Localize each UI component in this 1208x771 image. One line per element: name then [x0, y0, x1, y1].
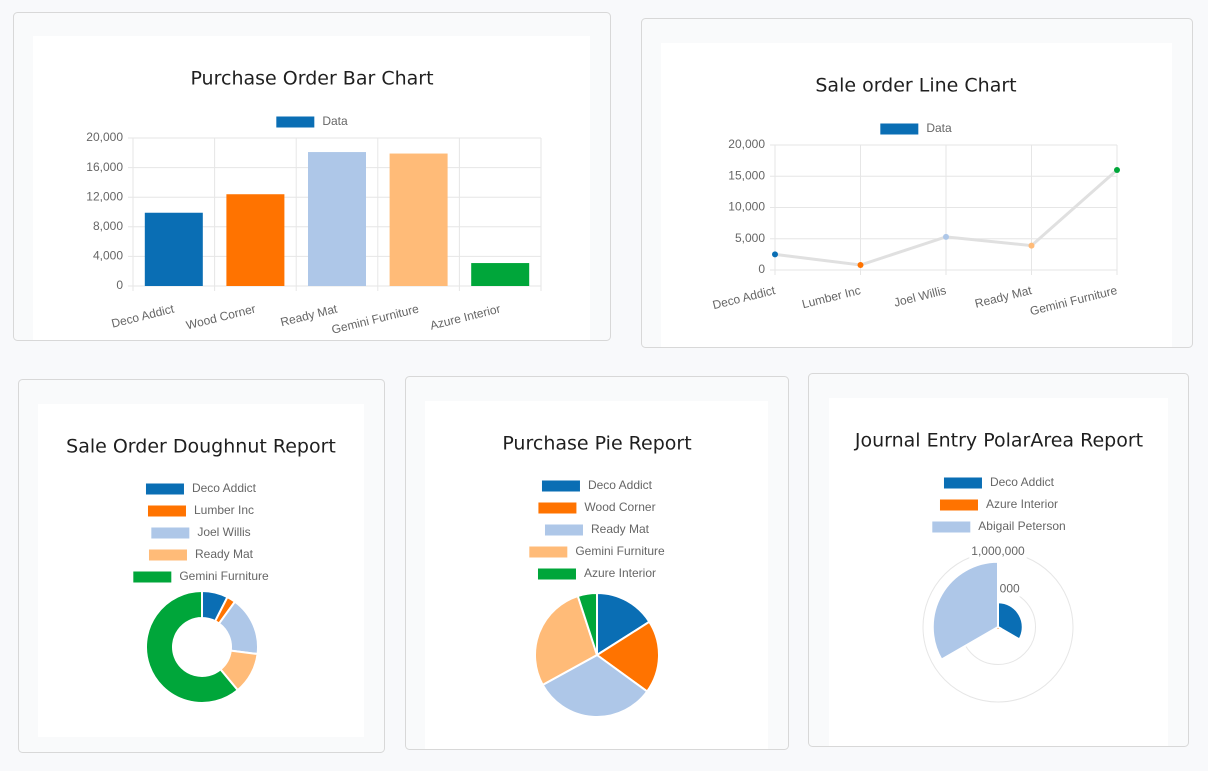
legend-swatch: [133, 571, 172, 583]
chart-title: Sale order Line Chart: [815, 75, 1016, 97]
slice: [596, 591, 651, 657]
bar: [144, 212, 203, 286]
legend-label: Ready Mat: [195, 547, 254, 561]
legend-swatch: [151, 527, 190, 539]
y-tick-label: 5,000: [735, 231, 765, 245]
y-tick-label: 20,000: [86, 130, 123, 144]
point: [943, 233, 949, 240]
point: [772, 251, 778, 258]
legend-label: Joel Willis: [197, 525, 250, 539]
legend-swatch: [932, 521, 971, 533]
legend-label: Azure Interior: [584, 566, 656, 580]
legend-swatch: [538, 502, 577, 514]
y-tick-label: 15,000: [728, 168, 765, 182]
y-tick-label: 4,000: [93, 249, 123, 263]
bar: [389, 153, 448, 286]
legend-swatch: [544, 524, 583, 536]
legend-label: Lumber Inc: [194, 503, 254, 517]
slice: [595, 620, 660, 693]
y-tick-label: 10,000: [728, 200, 765, 214]
legend-swatch: [541, 480, 580, 492]
point: [857, 262, 864, 268]
legend-label: Wood Corner: [584, 500, 655, 514]
chart-title: Purchase Pie Report: [502, 433, 691, 455]
legend-swatch: [943, 477, 982, 489]
bar: [226, 194, 285, 286]
legend-label: Gemini Furniture: [179, 569, 269, 583]
y-tick-label: 20,000: [728, 137, 765, 151]
legend-swatch: [276, 116, 315, 128]
legend-label: Ready Mat: [591, 522, 650, 536]
legend-swatch: [939, 499, 978, 511]
legend-label: Gemini Furniture: [575, 544, 665, 558]
point: [1114, 167, 1120, 173]
legend-swatch: [537, 568, 576, 580]
legend-swatch: [529, 546, 568, 558]
y-tick-label: 16,000: [86, 160, 123, 174]
legend-label: Data: [926, 121, 952, 135]
y-tick-label: 8,000: [93, 219, 123, 233]
legend-label: Deco Addict: [588, 478, 653, 492]
bar: [308, 152, 366, 286]
slice: [534, 594, 599, 687]
legend-label: Deco Addict: [192, 481, 257, 495]
legend-swatch: [148, 549, 187, 561]
legend-swatch: [145, 483, 184, 495]
legend-swatch: [880, 123, 919, 135]
slice: [541, 653, 649, 718]
legend-label: Data: [322, 114, 348, 128]
slice: [576, 591, 598, 656]
r-tick-label: 1,000,000: [971, 544, 1025, 558]
legend-label: Deco Addict: [990, 475, 1055, 489]
y-tick-label: 0: [116, 278, 123, 292]
point: [1028, 242, 1035, 249]
chart-title: Sale Order Doughnut Report: [66, 436, 336, 458]
slice: [145, 589, 240, 704]
chart-title: Journal Entry PolarArea Report: [854, 430, 1143, 452]
y-tick-label: 12,000: [86, 189, 123, 203]
chart-title: Purchase Order Bar Chart: [190, 68, 433, 90]
label-backdrop: [969, 545, 1027, 559]
polar-segment: [931, 560, 999, 661]
y-tick-label: 0: [758, 262, 765, 276]
legend-label: Azure Interior: [986, 497, 1058, 511]
polar-segment: [997, 601, 1024, 641]
legend-label: Abigail Peterson: [978, 519, 1065, 533]
legend-swatch: [147, 505, 186, 517]
bar: [471, 263, 530, 286]
